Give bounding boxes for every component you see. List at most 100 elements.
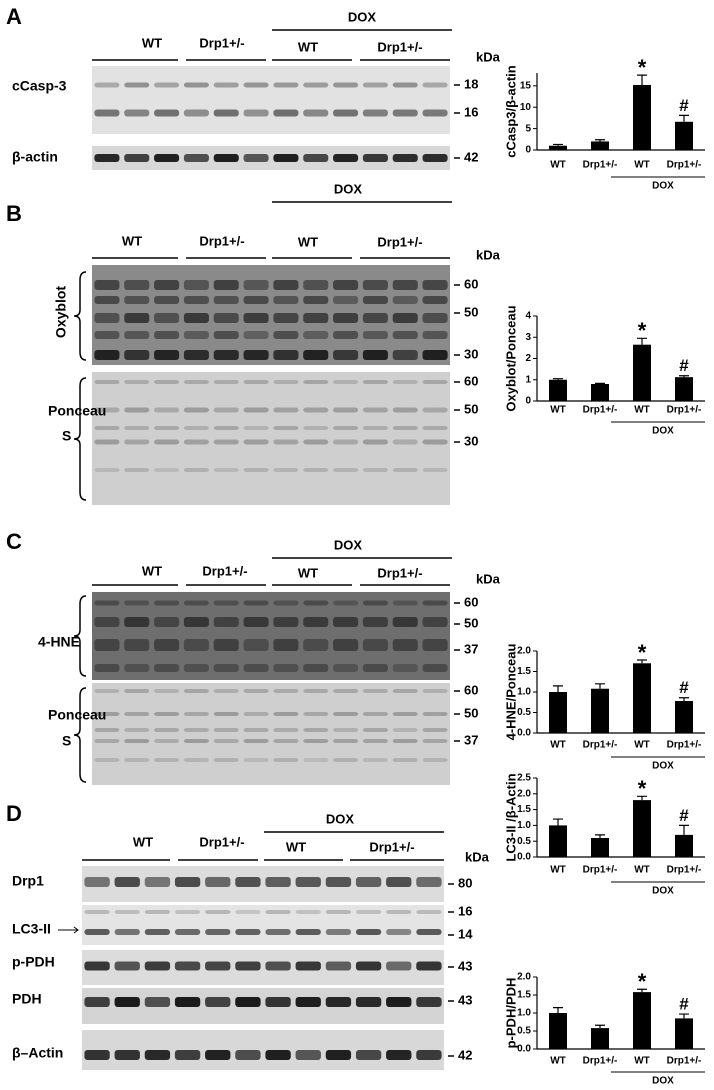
blot-band	[183, 468, 209, 472]
blot-band	[325, 910, 352, 914]
blot-band	[243, 739, 269, 743]
blot-band	[174, 1050, 201, 1060]
annotation: *	[638, 55, 647, 80]
blot-band	[362, 600, 388, 606]
blot-band	[235, 929, 261, 935]
y-axis-label: Oxyblot/Ponceau	[503, 305, 518, 411]
group-label: Drp1+/-	[199, 834, 244, 849]
group-label: WT	[142, 35, 162, 50]
blot-band	[355, 997, 382, 1007]
blot-band	[392, 82, 418, 88]
y-tick-label: 1	[525, 374, 531, 385]
blot-band	[243, 689, 269, 693]
blot-band	[243, 331, 269, 339]
blot-band	[114, 1050, 140, 1060]
blot-band	[144, 929, 171, 935]
blot-band	[303, 313, 329, 323]
blot-band	[416, 877, 442, 887]
blot-band	[273, 313, 299, 323]
blot-band	[213, 639, 239, 651]
blot-band	[243, 468, 269, 472]
blot-band	[213, 439, 239, 445]
blot-band	[124, 617, 150, 627]
error-bar	[595, 382, 605, 384]
blot-band	[362, 280, 388, 290]
blot-band	[422, 109, 448, 117]
blot-band	[243, 407, 269, 413]
blot-band	[205, 1050, 231, 1060]
blot-band	[325, 877, 352, 887]
y-tick-label: 2.0	[517, 972, 531, 983]
blot-band	[303, 712, 329, 716]
blot-band	[124, 154, 150, 162]
y-tick-label: 1.5	[517, 666, 531, 677]
blot-band	[213, 426, 239, 430]
blot-band	[273, 109, 299, 117]
blot-band	[303, 468, 329, 472]
blot-band	[333, 313, 359, 323]
blot-band	[124, 439, 150, 445]
blot-band	[362, 296, 388, 304]
y-tick-label: 1.5	[517, 990, 531, 1001]
blot-band	[144, 961, 171, 971]
x-tick-label: WT	[634, 740, 650, 751]
blot-band	[392, 639, 418, 651]
blot-band	[392, 313, 418, 323]
blot-band	[183, 380, 209, 384]
blot-band	[422, 313, 448, 323]
blot-band	[392, 468, 418, 472]
blot-band	[183, 639, 209, 651]
blot-band	[124, 468, 150, 472]
blot-label: Ponceau	[48, 707, 106, 723]
annotation: *	[638, 776, 647, 801]
blot-band	[273, 380, 299, 384]
bar	[675, 834, 693, 857]
blot-band	[422, 439, 448, 445]
blot-band	[235, 910, 261, 914]
blot-band	[325, 961, 352, 971]
blot-band	[84, 910, 110, 914]
x-tick-label: WT	[550, 160, 566, 171]
blot-band	[333, 758, 359, 762]
brace	[73, 377, 87, 501]
blot-band	[295, 877, 321, 887]
blot-band	[392, 109, 418, 117]
blot-band	[386, 961, 412, 971]
blot-band	[273, 407, 299, 413]
blot-band	[154, 758, 180, 762]
blot-band	[362, 712, 388, 716]
blot-band	[422, 350, 448, 360]
blot-band	[355, 910, 382, 914]
blot-band	[213, 82, 239, 88]
group-label: WT	[298, 234, 318, 249]
blot-band	[84, 1050, 110, 1060]
blot-band	[124, 689, 150, 693]
kda-label: kDa	[465, 849, 490, 864]
blot-band	[333, 426, 359, 430]
x-tick-label: Drp1+/-	[583, 1056, 618, 1067]
blot-label: S	[62, 428, 71, 444]
error-bar	[637, 795, 647, 801]
blot-band	[295, 929, 321, 935]
blot-band	[213, 617, 239, 627]
blot-band	[124, 82, 150, 88]
blot-band	[235, 961, 261, 971]
blot-band	[265, 997, 291, 1007]
blot-band	[295, 910, 321, 914]
blot-band	[265, 961, 291, 971]
annotation: *	[638, 640, 647, 665]
blot-band	[243, 380, 269, 384]
error-bar	[679, 697, 689, 702]
blot-band	[183, 728, 209, 732]
blot-band	[84, 877, 110, 887]
blot-band	[124, 109, 150, 117]
y-tick-label: 1.0	[517, 1008, 531, 1019]
blot-band	[386, 877, 412, 887]
error-bar	[679, 375, 689, 378]
blot-band	[174, 910, 201, 914]
blot-band	[392, 331, 418, 339]
group-label: Drp1+/-	[199, 233, 244, 248]
blot-band	[422, 82, 448, 88]
x-tick-label: WT	[634, 1056, 650, 1067]
blot-band	[392, 728, 418, 732]
